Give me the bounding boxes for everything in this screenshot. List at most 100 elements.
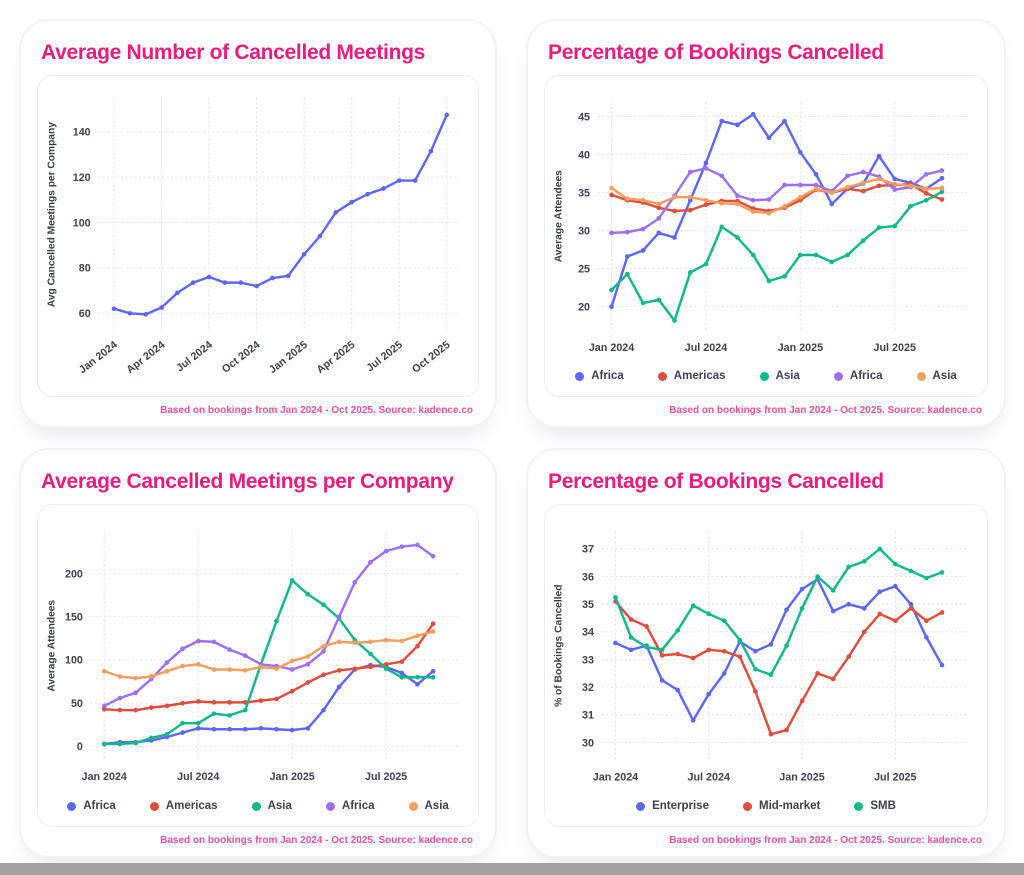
- line-chart: 20 25 30 35 40 45 Jan 2024 Jul 2024 Jan 2025 Jul …: [554, 102, 968, 354]
- card-avg-cancelled-meetings: Average Number of Cancelled Meetings 60 8…: [19, 19, 497, 428]
- legend-label: Mid-market: [758, 800, 821, 812]
- card-avg-cancelled-per-company: Average Cancelled Meetings per Company 0…: [19, 448, 497, 858]
- chart-legend: Enterprise Mid-market SMB: [549, 798, 983, 822]
- legend-dot-icon: [916, 371, 926, 381]
- svg-text:100: 100: [65, 655, 83, 667]
- chart-panel: 60 80 100 120 140 Jan 2024 Apr 2024 Jul 2024 Oct…: [37, 75, 479, 397]
- svg-text:32: 32: [582, 682, 594, 694]
- svg-text:Jan 2024: Jan 2024: [593, 772, 638, 784]
- legend-dot-icon: [325, 801, 335, 811]
- svg-text:Jul 2025: Jul 2025: [874, 342, 916, 354]
- legend-label: Africa: [849, 370, 883, 382]
- chart-legend: Africa Americas Asia Africa Asia: [549, 368, 983, 392]
- svg-text:Jul 2024: Jul 2024: [174, 339, 215, 374]
- svg-text:Jul 2024: Jul 2024: [688, 772, 730, 784]
- svg-text:Avg Cancelled Meetings per Com: Avg Cancelled Meetings per Company: [47, 122, 58, 307]
- svg-text:0: 0: [77, 741, 83, 753]
- chart-title: Average Cancelled Meetings per Company: [41, 470, 454, 493]
- svg-text:33: 33: [582, 654, 594, 666]
- svg-text:Apr 2025: Apr 2025: [314, 339, 357, 376]
- svg-text:Jan 2025: Jan 2025: [270, 771, 315, 783]
- legend-label: Asia: [424, 800, 449, 812]
- svg-text:Jul 2025: Jul 2025: [874, 772, 916, 784]
- svg-text:20: 20: [578, 302, 590, 314]
- svg-text:Jan 2025: Jan 2025: [267, 339, 310, 376]
- svg-text:34: 34: [582, 627, 594, 639]
- svg-text:30: 30: [578, 225, 590, 237]
- source-footnote: Based on bookings from Jan 2024 - Oct 20…: [160, 835, 473, 846]
- legend-dot-icon: [833, 371, 843, 381]
- chart-panel: 0 50 100 150 200 Jan 2024 Jul 2024 Jan 2025 Jul …: [37, 504, 479, 827]
- svg-text:150: 150: [65, 612, 83, 624]
- svg-text:% of Bookings Cancelled: % of Bookings Cancelled: [554, 584, 565, 706]
- chart-title: Percentage of Bookings Cancelled: [548, 41, 884, 64]
- legend-item: SMB: [854, 800, 896, 812]
- svg-text:120: 120: [73, 172, 91, 184]
- chart-panel: 30 31 32 33 34 35 36 37 Jan 2024 Jul 2024 Jan 2025…: [544, 504, 988, 827]
- svg-text:Jul 2024: Jul 2024: [685, 342, 727, 354]
- svg-text:Jan 2025: Jan 2025: [778, 342, 823, 354]
- svg-text:Jul 2025: Jul 2025: [364, 339, 405, 374]
- svg-text:Oct 2025: Oct 2025: [410, 339, 453, 376]
- legend-item: Asia: [759, 370, 800, 382]
- source-footnote: Based on bookings from Jan 2024 - Oct 20…: [669, 835, 982, 846]
- line-chart: 0 50 100 150 200 Jan 2024 Jul 2024 Jan 2025 Jul …: [47, 532, 459, 783]
- svg-text:37: 37: [582, 544, 594, 556]
- legend-dot-icon: [575, 371, 585, 381]
- legend-item: Africa: [833, 370, 883, 382]
- svg-text:31: 31: [582, 710, 594, 722]
- legend-item: Asia: [408, 800, 449, 812]
- svg-text:50: 50: [71, 698, 83, 710]
- svg-text:Oct 2024: Oct 2024: [220, 339, 263, 376]
- card-pct-bookings-cancelled-region: Percentage of Bookings Cancelled 20 25 30 3…: [526, 19, 1006, 428]
- legend-item: Americas: [657, 370, 726, 382]
- horizontal-scrollbar[interactable]: [0, 863, 1024, 875]
- legend-label: Americas: [673, 370, 726, 382]
- svg-text:Jul 2025: Jul 2025: [365, 771, 407, 783]
- source-footnote: Based on bookings from Jan 2024 - Oct 20…: [160, 405, 473, 416]
- legend-dot-icon: [759, 371, 769, 381]
- legend-item: Africa: [325, 800, 375, 812]
- svg-text:Jan 2025: Jan 2025: [779, 772, 824, 784]
- line-chart: 30 31 32 33 34 35 36 37 Jan 2024 Jul 2024 Jan 2025…: [554, 531, 968, 784]
- svg-text:35: 35: [578, 187, 590, 199]
- legend-dot-icon: [408, 801, 418, 811]
- legend-label: SMB: [870, 800, 896, 812]
- svg-text:Apr 2024: Apr 2024: [124, 339, 167, 376]
- chart-title: Average Number of Cancelled Meetings: [41, 41, 426, 64]
- svg-text:30: 30: [582, 737, 594, 749]
- legend-item: Mid-market: [742, 800, 821, 812]
- legend-label: Asia: [267, 800, 292, 812]
- legend-item: Asia: [916, 370, 957, 382]
- chart-legend: Africa Americas Asia Africa Asia: [42, 798, 474, 822]
- svg-text:40: 40: [578, 149, 590, 161]
- source-footnote: Based on bookings from Jan 2024 - Oct 20…: [669, 405, 982, 416]
- chart-panel: 20 25 30 35 40 45 Jan 2024 Jul 2024 Jan 2025 Jul …: [544, 75, 988, 397]
- svg-text:45: 45: [578, 111, 590, 123]
- legend-dot-icon: [742, 801, 752, 811]
- svg-text:80: 80: [79, 263, 91, 275]
- svg-text:200: 200: [65, 568, 83, 580]
- svg-text:100: 100: [73, 217, 91, 229]
- svg-text:60: 60: [79, 308, 91, 320]
- legend-label: Africa: [591, 370, 624, 382]
- legend-dot-icon: [251, 801, 261, 811]
- svg-text:Average Attendees: Average Attendees: [554, 170, 565, 262]
- legend-dot-icon: [67, 801, 77, 811]
- legend-dot-icon: [636, 801, 646, 811]
- legend-dot-icon: [854, 801, 864, 811]
- legend-label: Africa: [83, 800, 116, 812]
- svg-text:140: 140: [73, 127, 91, 139]
- legend-label: Africa: [341, 800, 375, 812]
- svg-text:25: 25: [578, 263, 590, 275]
- svg-text:Jan 2024: Jan 2024: [589, 342, 634, 354]
- legend-item: Enterprise: [636, 800, 709, 812]
- legend-label: Asia: [775, 370, 800, 382]
- legend-dot-icon: [657, 371, 667, 381]
- legend-item: Africa: [575, 370, 624, 382]
- svg-text:35: 35: [582, 599, 594, 611]
- svg-text:Jan 2024: Jan 2024: [82, 771, 127, 783]
- legend-label: Asia: [932, 370, 957, 382]
